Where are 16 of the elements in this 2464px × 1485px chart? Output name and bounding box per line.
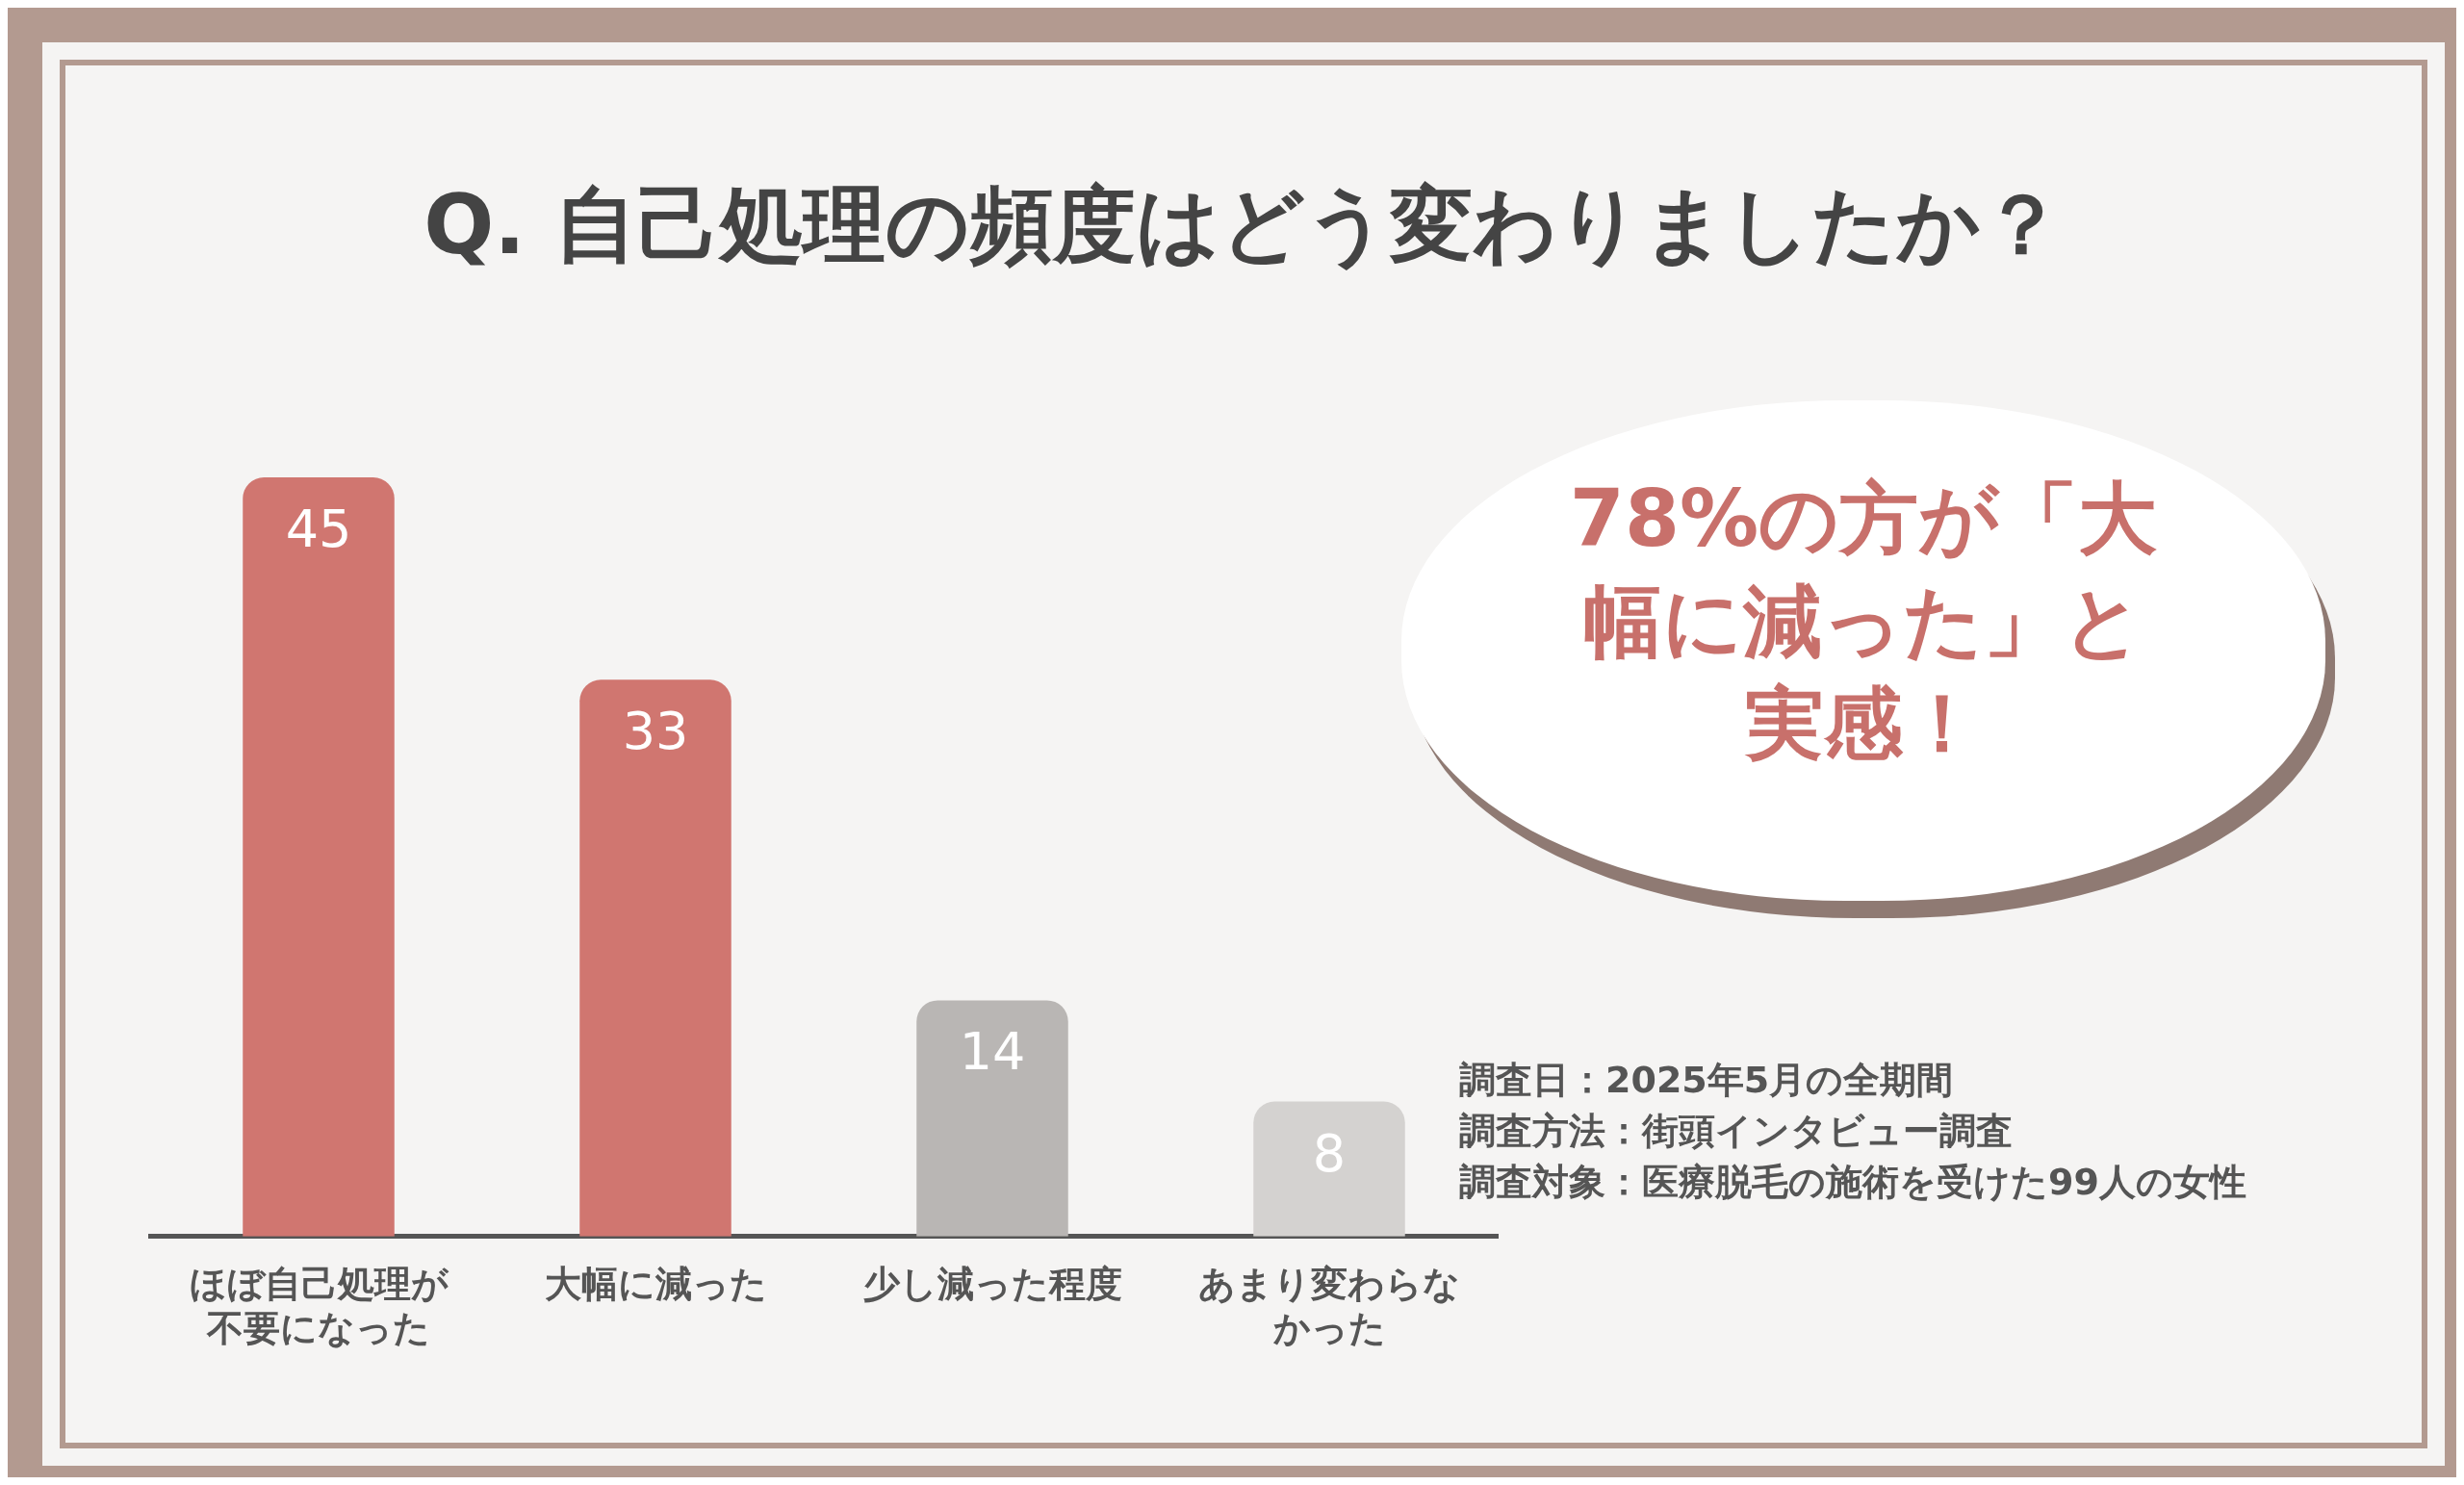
annotation: 調査対象：医療脱毛の施術を受けた99人の女性 (1459, 1160, 2246, 1206)
annotation: 調査方法：街頭インタビュー調査 (1459, 1109, 2014, 1155)
chart-title: Q. 自己処理の頻度はどう変わりましたか？ (423, 175, 2065, 274)
annotation: 調査日：2025年5月の全期間 (1459, 1058, 1955, 1103)
x-tick-label: 少し減った程度 (862, 1263, 1122, 1306)
x-tick-label: ほぼ自己処理が不要になった (189, 1263, 449, 1350)
x-tick-label: あまり変わらなかった (1198, 1263, 1460, 1350)
bar (916, 1000, 1068, 1237)
text: 78%の方が「大幅に減った」と実感！ (1568, 472, 2159, 772)
data-label: 14 (959, 1021, 1026, 1083)
bar (1253, 1101, 1405, 1237)
data-label: 33 (622, 701, 689, 762)
bar (243, 477, 395, 1237)
bar (579, 679, 732, 1237)
data-label: 45 (285, 499, 352, 560)
x-tick-label: 大幅に減った (544, 1263, 767, 1306)
